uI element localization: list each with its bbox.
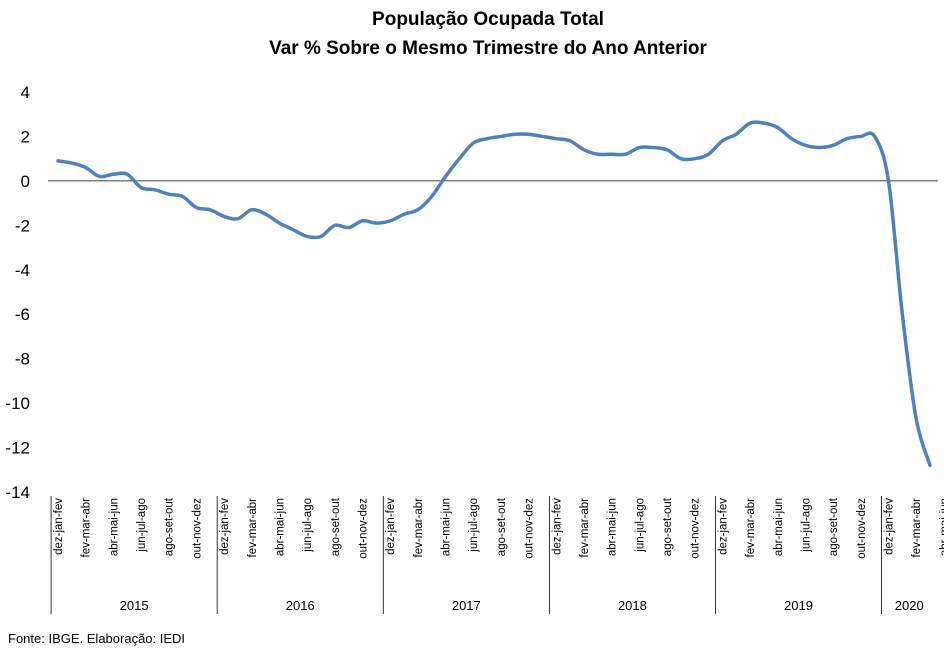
y-tick-label: -6 — [15, 305, 30, 324]
year-label: 2015 — [120, 598, 149, 613]
y-tick-label: 2 — [21, 127, 30, 146]
x-axis: 2015 2016 2017 2018 2019 2020 dez-jan-fev fev-m… — [50, 496, 944, 614]
x-tick-label: fev-mar-abr — [911, 498, 923, 558]
x-tick-label: abr-mai-jun — [607, 498, 619, 556]
chart-title: População Ocupada Total — [372, 9, 604, 30]
x-tick-label: jun-jul-ago — [800, 498, 812, 553]
x-tick-label: abr-mai-jun — [773, 498, 785, 556]
x-tick-label: abr-mai-jun — [441, 498, 453, 556]
x-tick-label: jun-jul-ago — [136, 498, 148, 553]
x-tick-label: dez-jan-fev — [883, 498, 895, 555]
data-points — [57, 122, 932, 467]
x-tick-label: ago-set-out — [164, 497, 176, 556]
x-tick-label: fev-mar-abr — [579, 498, 591, 558]
y-tick-label: -10 — [5, 394, 30, 413]
x-tick-label: jun-jul-ago — [468, 498, 480, 553]
x-tick-label: ago-set-out — [662, 497, 674, 556]
x-tick-label: fev-mar-abr — [247, 498, 259, 558]
year-label: 2017 — [452, 598, 481, 613]
series-line — [56, 120, 932, 468]
x-tick-label: dez-jan-fev — [219, 498, 231, 555]
x-tick-label: dez-jan-fev — [551, 498, 563, 555]
year-label: 2018 — [618, 598, 647, 613]
y-tick-label: -14 — [5, 483, 30, 502]
y-axis: 4 2 0 -2 -4 -6 -8 -10 -12 -14 — [5, 83, 30, 502]
year-label: 2019 — [784, 598, 813, 613]
x-tick-label: out-nov-dez — [358, 498, 370, 559]
x-tick-label: fev-mar-abr — [81, 498, 93, 558]
y-tick-label: 4 — [21, 83, 30, 102]
x-tick-label: abr-mai-jun — [274, 498, 286, 556]
x-tick-label: ago-set-out — [828, 497, 840, 556]
x-tick-label: out-nov-dez — [690, 498, 702, 559]
x-tick-label: abr-mai-jun — [108, 498, 120, 556]
year-label: 2016 — [286, 598, 315, 613]
y-tick-label: -4 — [15, 261, 30, 280]
x-tick-label: ago-set-out — [496, 497, 508, 556]
x-tick-label: fev-mar-abr — [745, 498, 757, 558]
y-tick-label: -8 — [15, 350, 30, 369]
x-tick-label: out-nov-dez — [191, 498, 203, 559]
x-tick-label: ago-set-out — [330, 497, 342, 556]
x-tick-label: fev-mar-abr — [413, 498, 425, 558]
source-note: Fonte: IBGE. Elaboração: IEDI — [8, 631, 185, 646]
y-tick-label: 0 — [21, 172, 30, 191]
y-tick-label: -2 — [15, 216, 30, 235]
y-tick-label: -12 — [5, 439, 30, 458]
x-tick-label: dez-jan-fev — [717, 498, 729, 555]
x-tick-label: out-nov-dez — [856, 498, 868, 559]
year-label: 2020 — [895, 598, 924, 613]
x-tick-label: jun-jul-ago — [302, 498, 314, 553]
x-tick-label: abr-mai-jun — [939, 498, 944, 556]
x-tick-label: jun-jul-ago — [634, 498, 646, 553]
x-tick-label: dez-jan-fev — [53, 498, 65, 555]
x-tick-label: dez-jan-fev — [385, 498, 397, 555]
chart-subtitle: Var % Sobre o Mesmo Trimestre do Ano Ant… — [269, 38, 707, 59]
x-tick-label: out-nov-dez — [524, 498, 536, 559]
